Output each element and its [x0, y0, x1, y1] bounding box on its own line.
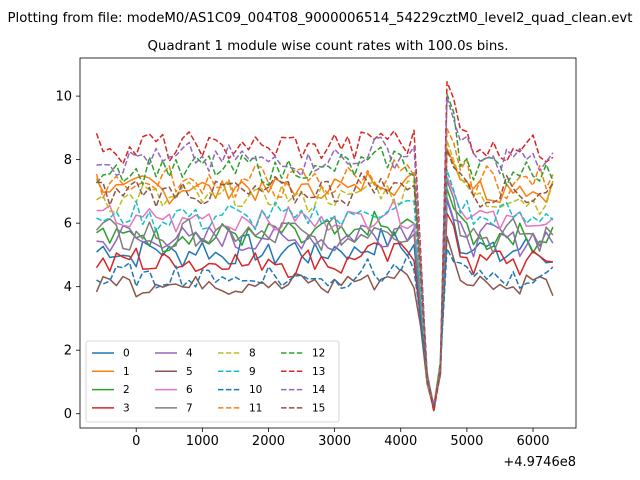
legend-box [85, 340, 340, 423]
x-tick-label: 3000 [318, 434, 351, 449]
legend-label: 6 [186, 384, 193, 396]
series-line-8 [96, 139, 554, 408]
series-line-7 [95, 179, 554, 412]
y-axis: 0 2 4 6 8 10 [55, 90, 80, 422]
series-line-10 [96, 247, 554, 412]
plot-frame [79, 57, 577, 429]
y-tick-label: 2 [64, 344, 72, 359]
x-tick-label: 5000 [450, 434, 483, 449]
series-line-9 [96, 169, 554, 409]
chart-title: Quadrant 1 module wise count rates with … [148, 39, 509, 54]
x-tick-label: 0 [132, 434, 140, 449]
legend-label: 14 [312, 384, 326, 396]
x-axis-offset-label: +4.9746e8 [503, 455, 576, 470]
x-tick-label: 1000 [186, 434, 219, 449]
legend-label: 0 [123, 348, 130, 360]
series-line-14 [96, 96, 554, 407]
legend-label: 9 [249, 366, 256, 378]
series-layer [95, 81, 554, 412]
legend-label: 8 [249, 348, 256, 360]
x-axis: 0 1000 2000 3000 4000 5000 6000 [132, 428, 550, 449]
legend-label: 1 [123, 366, 130, 378]
series-line-11 [95, 128, 554, 407]
series-line-6 [96, 176, 554, 412]
legend-label: 11 [249, 402, 262, 414]
series-line-12 [95, 93, 554, 409]
y-tick-label: 8 [64, 153, 72, 168]
y-tick-label: 0 [64, 407, 72, 422]
y-tick-label: 4 [64, 280, 72, 295]
legend-label: 12 [312, 348, 325, 360]
series-line-4 [96, 197, 554, 410]
legend-label: 13 [312, 366, 325, 378]
legend-label: 15 [312, 402, 325, 414]
y-tick-label: 6 [64, 217, 72, 232]
legend-label: 7 [186, 402, 193, 414]
legend-label: 4 [186, 348, 193, 360]
x-tick-label: 6000 [516, 434, 549, 449]
x-tick-label: 2000 [252, 434, 285, 449]
series-line-5 [95, 235, 554, 410]
figure-suptitle: Plotting from file: modeM0/AS1C09_004T08… [8, 11, 633, 26]
legend-label: 3 [123, 402, 130, 414]
series-line-15 [96, 148, 554, 407]
y-tick-label: 10 [55, 90, 72, 105]
legend-label: 10 [249, 384, 262, 396]
series-line-3 [95, 212, 554, 408]
series-line-1 [95, 147, 554, 412]
legend-label: 5 [186, 366, 193, 378]
x-tick-label: 4000 [384, 434, 417, 449]
legend-label: 2 [123, 384, 130, 396]
